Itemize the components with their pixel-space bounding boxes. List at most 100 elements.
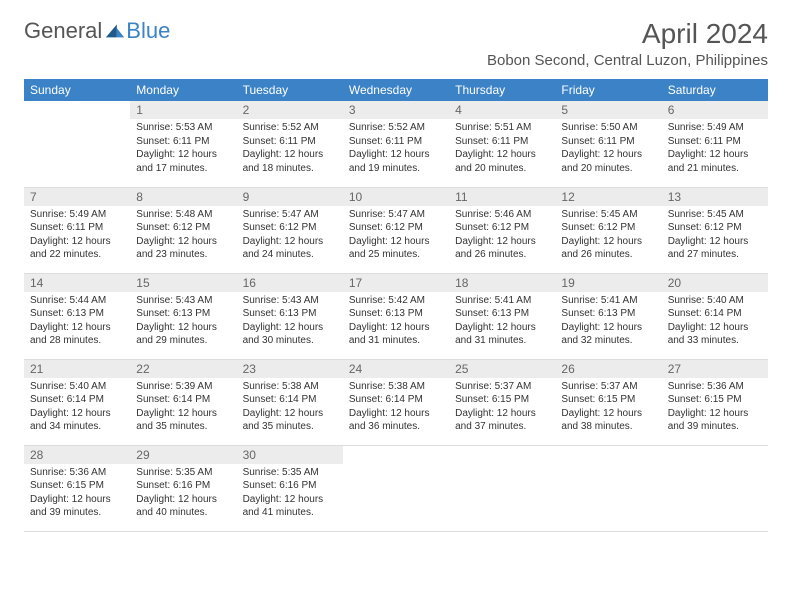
day-body: Sunrise: 5:36 AMSunset: 6:15 PMDaylight:… bbox=[24, 464, 130, 524]
day-number: 20 bbox=[662, 274, 768, 292]
daylight-text: Daylight: 12 hours bbox=[668, 148, 762, 162]
calendar-cell: 22Sunrise: 5:39 AMSunset: 6:14 PMDayligh… bbox=[130, 359, 236, 445]
day-number: 8 bbox=[130, 188, 236, 206]
sunrise-text: Sunrise: 5:37 AM bbox=[561, 380, 655, 394]
day-body: Sunrise: 5:41 AMSunset: 6:13 PMDaylight:… bbox=[449, 292, 555, 352]
sunrise-text: Sunrise: 5:40 AM bbox=[668, 294, 762, 308]
sunset-text: Sunset: 6:13 PM bbox=[136, 307, 230, 321]
day-body: Sunrise: 5:41 AMSunset: 6:13 PMDaylight:… bbox=[555, 292, 661, 352]
sunset-text: Sunset: 6:14 PM bbox=[243, 393, 337, 407]
daylight-text: Daylight: 12 hours bbox=[455, 235, 549, 249]
daylight-text: and 37 minutes. bbox=[455, 420, 549, 434]
daylight-text: Daylight: 12 hours bbox=[136, 407, 230, 421]
calendar-cell: 10Sunrise: 5:47 AMSunset: 6:12 PMDayligh… bbox=[343, 187, 449, 273]
sunrise-text: Sunrise: 5:47 AM bbox=[243, 208, 337, 222]
daylight-text: and 36 minutes. bbox=[349, 420, 443, 434]
day-number: 11 bbox=[449, 188, 555, 206]
calendar-cell: 18Sunrise: 5:41 AMSunset: 6:13 PMDayligh… bbox=[449, 273, 555, 359]
day-number: 1 bbox=[130, 101, 236, 119]
sunrise-text: Sunrise: 5:44 AM bbox=[30, 294, 124, 308]
title-block: April 2024 Bobon Second, Central Luzon, … bbox=[487, 18, 768, 69]
day-body: Sunrise: 5:45 AMSunset: 6:12 PMDaylight:… bbox=[555, 206, 661, 266]
day-number: 26 bbox=[555, 360, 661, 378]
sunset-text: Sunset: 6:11 PM bbox=[349, 135, 443, 149]
weekday-header: Wednesday bbox=[343, 79, 449, 101]
sunrise-text: Sunrise: 5:43 AM bbox=[243, 294, 337, 308]
daylight-text: and 22 minutes. bbox=[30, 248, 124, 262]
day-body: Sunrise: 5:48 AMSunset: 6:12 PMDaylight:… bbox=[130, 206, 236, 266]
day-body: Sunrise: 5:35 AMSunset: 6:16 PMDaylight:… bbox=[130, 464, 236, 524]
daylight-text: Daylight: 12 hours bbox=[30, 235, 124, 249]
day-number: 9 bbox=[237, 188, 343, 206]
day-number: 16 bbox=[237, 274, 343, 292]
daylight-text: and 23 minutes. bbox=[136, 248, 230, 262]
daylight-text: and 28 minutes. bbox=[30, 334, 124, 348]
calendar-cell: 11Sunrise: 5:46 AMSunset: 6:12 PMDayligh… bbox=[449, 187, 555, 273]
day-body: Sunrise: 5:38 AMSunset: 6:14 PMDaylight:… bbox=[237, 378, 343, 438]
day-body: Sunrise: 5:52 AMSunset: 6:11 PMDaylight:… bbox=[343, 119, 449, 179]
sunset-text: Sunset: 6:12 PM bbox=[561, 221, 655, 235]
weekday-header-row: Sunday Monday Tuesday Wednesday Thursday… bbox=[24, 79, 768, 101]
sunrise-text: Sunrise: 5:49 AM bbox=[30, 208, 124, 222]
day-number: 3 bbox=[343, 101, 449, 119]
sunrise-text: Sunrise: 5:39 AM bbox=[136, 380, 230, 394]
day-body: Sunrise: 5:37 AMSunset: 6:15 PMDaylight:… bbox=[449, 378, 555, 438]
sunrise-text: Sunrise: 5:41 AM bbox=[561, 294, 655, 308]
sunset-text: Sunset: 6:12 PM bbox=[243, 221, 337, 235]
daylight-text: Daylight: 12 hours bbox=[30, 321, 124, 335]
daylight-text: Daylight: 12 hours bbox=[561, 148, 655, 162]
calendar-cell: 9Sunrise: 5:47 AMSunset: 6:12 PMDaylight… bbox=[237, 187, 343, 273]
daylight-text: Daylight: 12 hours bbox=[455, 321, 549, 335]
day-body: Sunrise: 5:39 AMSunset: 6:14 PMDaylight:… bbox=[130, 378, 236, 438]
sunrise-text: Sunrise: 5:38 AM bbox=[349, 380, 443, 394]
logo: General Blue bbox=[24, 18, 170, 44]
sunrise-text: Sunrise: 5:52 AM bbox=[243, 121, 337, 135]
calendar-cell bbox=[343, 445, 449, 531]
sunset-text: Sunset: 6:12 PM bbox=[668, 221, 762, 235]
day-number: 27 bbox=[662, 360, 768, 378]
day-body: Sunrise: 5:38 AMSunset: 6:14 PMDaylight:… bbox=[343, 378, 449, 438]
daylight-text: Daylight: 12 hours bbox=[136, 321, 230, 335]
calendar-cell: 8Sunrise: 5:48 AMSunset: 6:12 PMDaylight… bbox=[130, 187, 236, 273]
calendar-row: 28Sunrise: 5:36 AMSunset: 6:15 PMDayligh… bbox=[24, 445, 768, 531]
sunset-text: Sunset: 6:15 PM bbox=[668, 393, 762, 407]
day-number: 18 bbox=[449, 274, 555, 292]
day-number: 23 bbox=[237, 360, 343, 378]
sunset-text: Sunset: 6:16 PM bbox=[136, 479, 230, 493]
calendar-cell: 25Sunrise: 5:37 AMSunset: 6:15 PMDayligh… bbox=[449, 359, 555, 445]
daylight-text: Daylight: 12 hours bbox=[349, 407, 443, 421]
day-number: 4 bbox=[449, 101, 555, 119]
day-body: Sunrise: 5:40 AMSunset: 6:14 PMDaylight:… bbox=[24, 378, 130, 438]
day-number: 29 bbox=[130, 446, 236, 464]
calendar-cell: 26Sunrise: 5:37 AMSunset: 6:15 PMDayligh… bbox=[555, 359, 661, 445]
calendar-row: 7Sunrise: 5:49 AMSunset: 6:11 PMDaylight… bbox=[24, 187, 768, 273]
daylight-text: and 31 minutes. bbox=[455, 334, 549, 348]
daylight-text: Daylight: 12 hours bbox=[243, 493, 337, 507]
day-number: 24 bbox=[343, 360, 449, 378]
sunset-text: Sunset: 6:14 PM bbox=[136, 393, 230, 407]
sunrise-text: Sunrise: 5:43 AM bbox=[136, 294, 230, 308]
daylight-text: Daylight: 12 hours bbox=[243, 148, 337, 162]
daylight-text: and 20 minutes. bbox=[455, 162, 549, 176]
day-number: 14 bbox=[24, 274, 130, 292]
location-text: Bobon Second, Central Luzon, Philippines bbox=[487, 52, 768, 69]
sunset-text: Sunset: 6:11 PM bbox=[30, 221, 124, 235]
calendar-cell: 27Sunrise: 5:36 AMSunset: 6:15 PMDayligh… bbox=[662, 359, 768, 445]
sunset-text: Sunset: 6:14 PM bbox=[349, 393, 443, 407]
daylight-text: Daylight: 12 hours bbox=[243, 321, 337, 335]
sunrise-text: Sunrise: 5:48 AM bbox=[136, 208, 230, 222]
daylight-text: and 34 minutes. bbox=[30, 420, 124, 434]
daylight-text: Daylight: 12 hours bbox=[349, 148, 443, 162]
sunset-text: Sunset: 6:12 PM bbox=[136, 221, 230, 235]
day-body: Sunrise: 5:36 AMSunset: 6:15 PMDaylight:… bbox=[662, 378, 768, 438]
daylight-text: and 33 minutes. bbox=[668, 334, 762, 348]
day-body: Sunrise: 5:46 AMSunset: 6:12 PMDaylight:… bbox=[449, 206, 555, 266]
day-body: Sunrise: 5:52 AMSunset: 6:11 PMDaylight:… bbox=[237, 119, 343, 179]
daylight-text: and 35 minutes. bbox=[243, 420, 337, 434]
weekday-header: Tuesday bbox=[237, 79, 343, 101]
sunset-text: Sunset: 6:11 PM bbox=[561, 135, 655, 149]
daylight-text: and 27 minutes. bbox=[668, 248, 762, 262]
sunrise-text: Sunrise: 5:37 AM bbox=[455, 380, 549, 394]
day-number: 15 bbox=[130, 274, 236, 292]
day-number: 13 bbox=[662, 188, 768, 206]
